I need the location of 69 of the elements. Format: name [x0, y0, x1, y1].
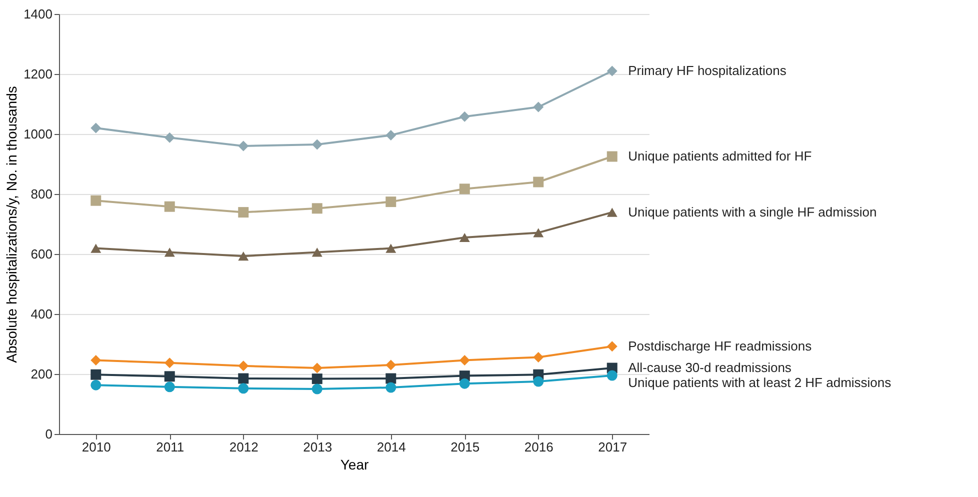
point — [533, 228, 544, 238]
x-tick-label: 2011 — [156, 440, 184, 454]
point — [164, 132, 175, 143]
series-label: All-cause 30-d readmissions — [628, 360, 792, 375]
point — [386, 360, 396, 370]
point — [238, 252, 249, 261]
point — [238, 373, 249, 384]
series-label: Unique patients admitted for HF — [628, 148, 812, 164]
point — [90, 369, 102, 380]
point — [312, 374, 322, 384]
point — [606, 208, 618, 217]
point — [90, 244, 102, 253]
point — [386, 244, 396, 253]
point — [90, 354, 102, 366]
point — [164, 248, 175, 257]
point — [238, 207, 249, 218]
point — [312, 384, 322, 394]
point — [459, 354, 470, 366]
series-label: Primary HF hospitalizations — [628, 63, 787, 78]
point — [386, 196, 396, 208]
point — [238, 383, 249, 394]
x-axis-title: Year — [340, 456, 369, 472]
point — [606, 151, 618, 162]
x-tick-label: 2012 — [229, 440, 258, 454]
point — [90, 195, 102, 206]
y-tick-label: 600 — [30, 246, 52, 262]
y-tick-label: 1400 — [24, 6, 52, 22]
x-tick-label: 2014 — [376, 440, 406, 454]
point — [312, 362, 322, 374]
series-label: Unique patients with at least 2 HF admissions — [628, 375, 892, 390]
point — [386, 382, 396, 393]
y-tick-label: 1200 — [24, 66, 52, 82]
y-tick-label: 200 — [30, 366, 52, 382]
point — [90, 122, 102, 134]
point — [238, 140, 249, 152]
x-tick-label: 2016 — [524, 440, 554, 454]
x-tick-label: 2017 — [598, 440, 628, 454]
x-tick-label: 2013 — [303, 440, 332, 454]
point — [164, 201, 175, 212]
point — [533, 176, 544, 188]
series-label: Postdischarge HF readmissions — [628, 338, 812, 354]
y-tick-label: 400 — [30, 306, 52, 322]
point — [459, 184, 470, 194]
point — [459, 111, 470, 122]
point — [386, 130, 396, 140]
point — [606, 341, 618, 352]
point — [312, 248, 322, 257]
point — [164, 371, 175, 382]
point — [533, 376, 544, 387]
point — [312, 139, 322, 150]
point — [238, 360, 249, 372]
x-tick-label: 2010 — [82, 440, 111, 454]
series-label: Unique patients with a single HF admission — [628, 204, 877, 220]
point — [386, 373, 396, 384]
point — [459, 378, 470, 389]
y-tick-label: 0 — [45, 426, 52, 442]
point — [459, 232, 470, 242]
y-tick-label: 1000 — [24, 126, 52, 142]
point — [312, 203, 322, 214]
point — [164, 382, 175, 392]
point — [533, 352, 544, 362]
point — [164, 358, 175, 368]
y-axis-title: Absolute hospitalizations/y, No. in thousands — [4, 86, 20, 363]
point — [90, 380, 102, 390]
x-tick-label: 2015 — [450, 440, 480, 454]
point — [606, 370, 618, 381]
point — [606, 66, 618, 76]
y-tick-label: 800 — [30, 186, 52, 202]
point — [533, 102, 544, 112]
